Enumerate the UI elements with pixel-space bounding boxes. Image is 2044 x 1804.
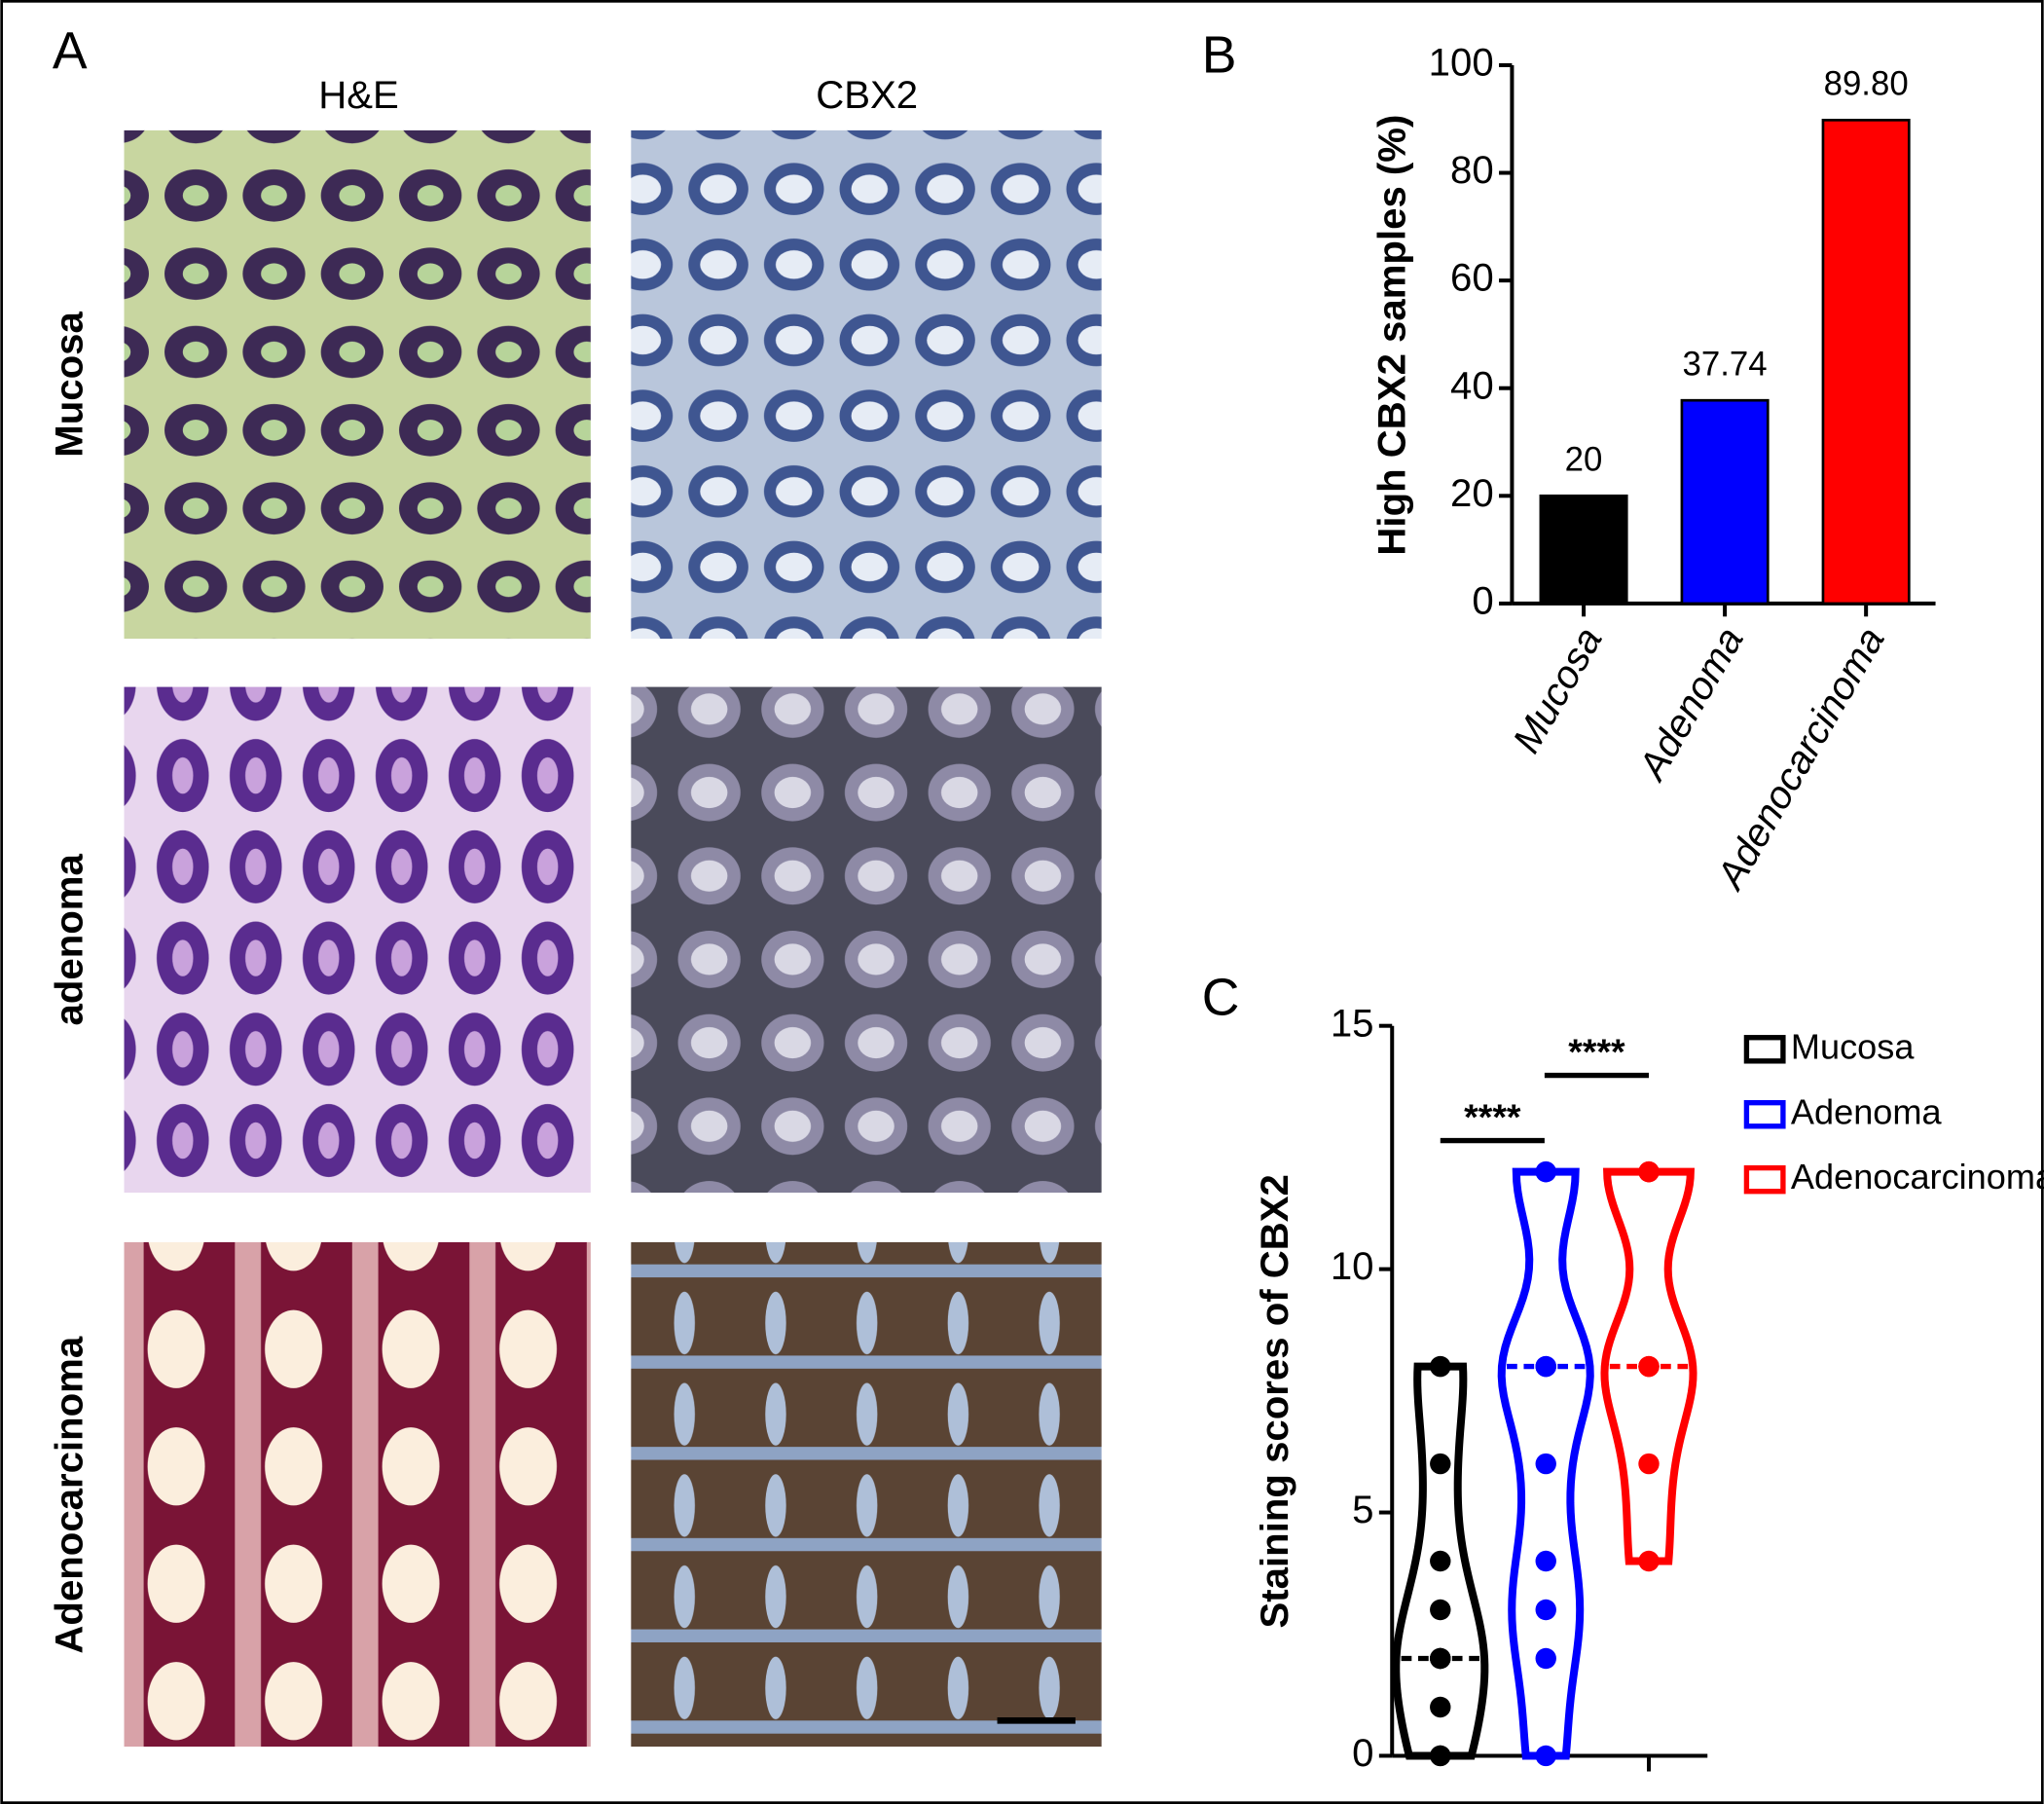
y-tick-label: 40 <box>1450 363 1494 407</box>
data-point <box>1535 1599 1556 1621</box>
micrograph <box>124 1241 591 1748</box>
y-axis-label: High CBX2 samples (%) <box>1370 115 1414 556</box>
data-point <box>1430 1599 1451 1621</box>
legend-label: Mucosa <box>1791 1026 1915 1066</box>
data-point <box>1638 1453 1660 1475</box>
y-tick-label: 100 <box>1429 41 1494 85</box>
row-label: Adenocarcinoma <box>48 1336 91 1653</box>
value-label: 20 <box>1565 441 1603 479</box>
data-point <box>1638 1550 1660 1572</box>
micrograph <box>124 686 591 1194</box>
micrograph <box>124 129 591 640</box>
data-point <box>1535 1160 1556 1183</box>
data-point <box>1430 1647 1451 1670</box>
bar <box>1680 398 1770 606</box>
data-point <box>1430 1696 1451 1718</box>
data-point <box>1535 1355 1556 1378</box>
panel-a <box>124 129 1102 1748</box>
data-point <box>1430 1453 1451 1475</box>
data-point <box>1535 1453 1556 1475</box>
data-point <box>1535 1550 1556 1572</box>
bar <box>1539 494 1628 606</box>
y-tick-label: 5 <box>1352 1488 1373 1531</box>
panel-label: A <box>53 22 88 80</box>
value-label: 37.74 <box>1683 346 1768 384</box>
data-point <box>1535 1745 1556 1767</box>
data-point <box>1430 1745 1451 1767</box>
y-axis-label: Staining scores of CBX2 <box>1253 1174 1296 1628</box>
data-point <box>1430 1355 1451 1378</box>
y-tick-label: 20 <box>1450 471 1494 515</box>
y-tick-label: 0 <box>1352 1731 1373 1775</box>
micrograph <box>631 1241 1102 1748</box>
violin <box>1600 1167 1697 1565</box>
y-tick-label: 0 <box>1472 579 1493 623</box>
legend-swatch <box>1743 1100 1786 1129</box>
micrograph <box>631 686 1102 1194</box>
y-tick-label: 10 <box>1331 1244 1374 1288</box>
panel-label: B <box>1202 26 1237 84</box>
violin <box>1392 1362 1489 1760</box>
panel-label: C <box>1202 969 1240 1026</box>
violin <box>1497 1167 1594 1760</box>
value-label: 89.80 <box>1824 65 1909 103</box>
column-label: H&E <box>318 73 399 117</box>
data-point <box>1430 1550 1451 1572</box>
y-tick-label: 80 <box>1450 148 1494 192</box>
micrograph <box>631 129 1102 640</box>
legend-swatch <box>1743 1035 1786 1064</box>
row-label: adenoma <box>48 854 91 1026</box>
bar <box>1821 119 1911 606</box>
significance-label: **** <box>1464 1096 1521 1137</box>
y-tick-label: 60 <box>1450 256 1494 300</box>
legend-label: Adenocarcinoma <box>1791 1157 2044 1197</box>
data-point <box>1638 1160 1660 1183</box>
y-tick-label: 15 <box>1331 1001 1374 1045</box>
data-point <box>1535 1647 1556 1670</box>
legend-label: Adenoma <box>1791 1091 1943 1131</box>
data-point <box>1638 1355 1660 1378</box>
significance-label: **** <box>1568 1031 1625 1072</box>
column-label: CBX2 <box>816 73 918 117</box>
legend-swatch <box>1743 1164 1786 1195</box>
row-label: Mucosa <box>48 312 91 458</box>
